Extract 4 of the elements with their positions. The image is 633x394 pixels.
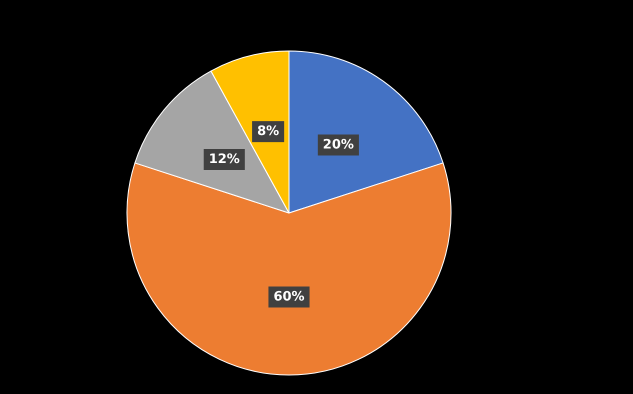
data-label: 60%	[273, 290, 305, 304]
data-label: 20%	[322, 138, 354, 153]
data-label: 8%	[257, 124, 280, 140]
data-label: 12%	[208, 152, 240, 167]
